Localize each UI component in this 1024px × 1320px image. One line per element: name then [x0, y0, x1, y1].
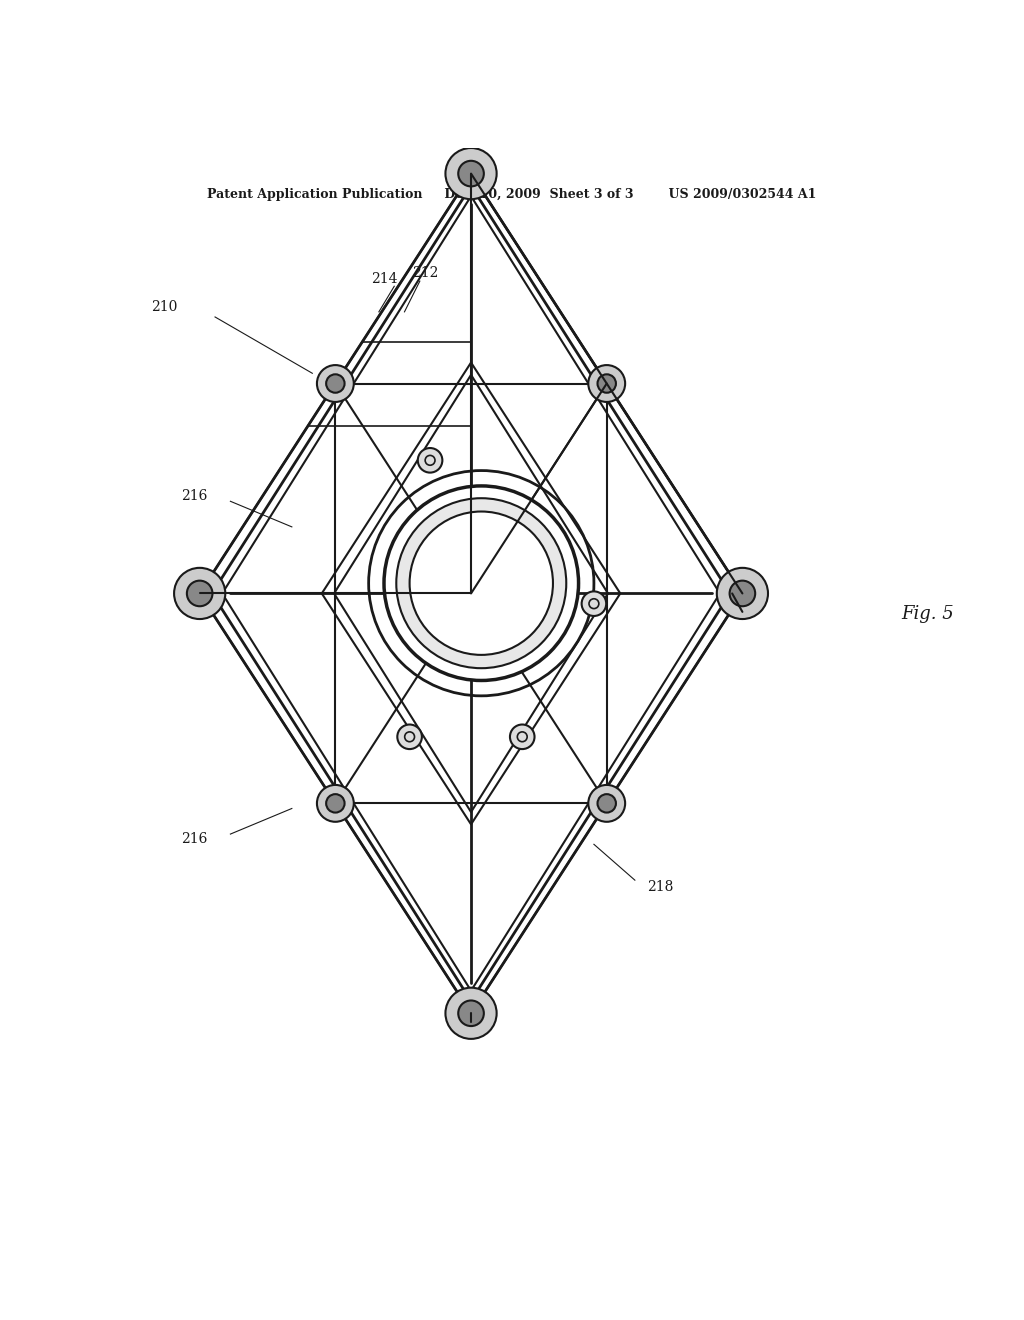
Circle shape — [588, 785, 625, 822]
Circle shape — [396, 498, 566, 668]
Circle shape — [317, 366, 354, 403]
Circle shape — [717, 568, 768, 619]
Circle shape — [410, 512, 553, 655]
Text: 218: 218 — [647, 880, 674, 895]
Circle shape — [588, 366, 625, 403]
Circle shape — [326, 375, 344, 393]
Circle shape — [445, 148, 497, 199]
Circle shape — [186, 581, 213, 606]
Text: 216: 216 — [181, 490, 208, 503]
Circle shape — [418, 447, 442, 473]
Text: Patent Application Publication     Dec. 10, 2009  Sheet 3 of 3        US 2009/03: Patent Application Publication Dec. 10, … — [207, 187, 817, 201]
Circle shape — [582, 591, 606, 616]
Text: 216: 216 — [181, 832, 208, 846]
Circle shape — [459, 1001, 484, 1026]
Circle shape — [397, 725, 422, 748]
Circle shape — [445, 987, 497, 1039]
Text: Fig. 5: Fig. 5 — [901, 605, 954, 623]
Circle shape — [384, 486, 579, 681]
Circle shape — [598, 375, 616, 393]
Circle shape — [174, 568, 225, 619]
Text: 214: 214 — [371, 272, 397, 286]
Circle shape — [459, 161, 484, 186]
Text: 210: 210 — [151, 300, 177, 314]
Text: 212: 212 — [412, 265, 438, 280]
Circle shape — [598, 795, 616, 813]
Circle shape — [326, 795, 344, 813]
Circle shape — [730, 581, 756, 606]
Circle shape — [317, 785, 354, 822]
Circle shape — [510, 725, 535, 748]
